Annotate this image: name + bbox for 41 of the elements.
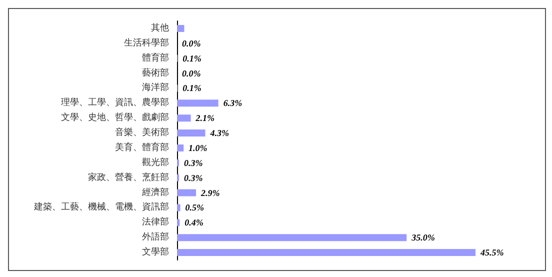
data-label: 0.1% bbox=[182, 53, 202, 64]
bar bbox=[177, 24, 184, 32]
bar bbox=[177, 114, 191, 122]
bar bbox=[177, 100, 218, 107]
y-tick-label: 理學、工學、資訊、農學部 bbox=[61, 97, 169, 108]
bar bbox=[177, 234, 407, 242]
data-label: 4.3% bbox=[209, 128, 230, 138]
data-label: 0.4% bbox=[184, 218, 204, 228]
bar bbox=[177, 130, 206, 137]
y-tick-label: 法律部 bbox=[142, 216, 169, 228]
bar bbox=[177, 249, 476, 256]
data-label: 45.5% bbox=[479, 248, 504, 258]
y-tick-label: 美育、體育部 bbox=[115, 142, 169, 153]
y-tick-label: 文學部 bbox=[142, 246, 169, 258]
data-label: 0.5% bbox=[185, 202, 205, 213]
bar bbox=[177, 219, 180, 226]
data-label: 2.9% bbox=[200, 188, 220, 198]
data-label: 0.0% bbox=[182, 38, 202, 48]
y-tick-label: 生活科學部 bbox=[124, 37, 169, 48]
y-tick-label: 其他 bbox=[151, 22, 169, 34]
data-label: 2.1% bbox=[194, 113, 216, 124]
y-tick-label: 家政、營養、烹飪部 bbox=[88, 172, 169, 183]
bar bbox=[177, 189, 196, 196]
y-tick-label: 建築、工藝、機械、電機、資訊部 bbox=[33, 202, 169, 213]
bar bbox=[177, 204, 180, 212]
data-label: 0.1% bbox=[182, 83, 202, 94]
bar bbox=[177, 144, 184, 152]
data-label: 1.0% bbox=[188, 142, 208, 153]
y-tick-label: 海洋部 bbox=[142, 82, 169, 94]
y-tick-label: 經濟部 bbox=[141, 186, 169, 198]
y-tick-label: 體育部 bbox=[142, 52, 169, 64]
data-label: 35.0% bbox=[410, 232, 436, 243]
y-tick-label: 文學、史地、哲學、戲劇部 bbox=[61, 112, 169, 124]
y-tick-label: 外語部 bbox=[142, 232, 169, 243]
y-tick-label: 觀光部 bbox=[142, 156, 169, 168]
data-label: 0.0% bbox=[182, 68, 202, 78]
data-label: 6.3% bbox=[223, 98, 243, 108]
y-tick-label: 藝術部 bbox=[142, 67, 169, 78]
data-label: 0.3% bbox=[184, 172, 204, 183]
data-label: 0.3% bbox=[184, 158, 204, 168]
y-tick-label: 音樂、美術部 bbox=[115, 127, 169, 138]
